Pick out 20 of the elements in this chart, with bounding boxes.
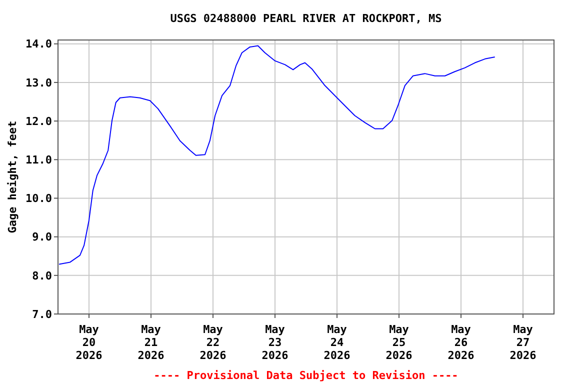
y-tick-label: 13.0 <box>26 76 52 90</box>
y-tick-label: 10.0 <box>26 192 52 206</box>
y-axis-title: Gage height, feet <box>6 120 19 234</box>
y-tick-label: 12.0 <box>26 114 52 128</box>
x-tick-label: May 24 2026 <box>324 323 351 362</box>
x-tick-label: May 22 2026 <box>200 323 227 362</box>
x-tick-label: May 23 2026 <box>262 323 289 362</box>
y-tick-label: 7.0 <box>32 308 52 321</box>
chart-title: USGS 02488000 PEARL RIVER AT ROCKPORT, MS <box>170 12 442 25</box>
x-tick-label: May 25 2026 <box>386 323 413 362</box>
text: ---- Provisional Data Subject to Revision ---- <box>154 369 458 382</box>
x-tick-label: May 27 2026 <box>510 323 537 362</box>
line-series <box>58 45 496 265</box>
x-tick-label: May 20 2026 <box>76 323 103 362</box>
y-tick-label: 8.0 <box>32 269 52 282</box>
y-tick-label: 14.0 <box>26 38 52 51</box>
y-tick-label: 9.0 <box>32 230 52 244</box>
x-tick-label: May 21 2026 <box>138 323 165 362</box>
x-tick-label: May 26 2026 <box>448 323 475 362</box>
y-tick-label: 11.0 <box>26 153 52 166</box>
